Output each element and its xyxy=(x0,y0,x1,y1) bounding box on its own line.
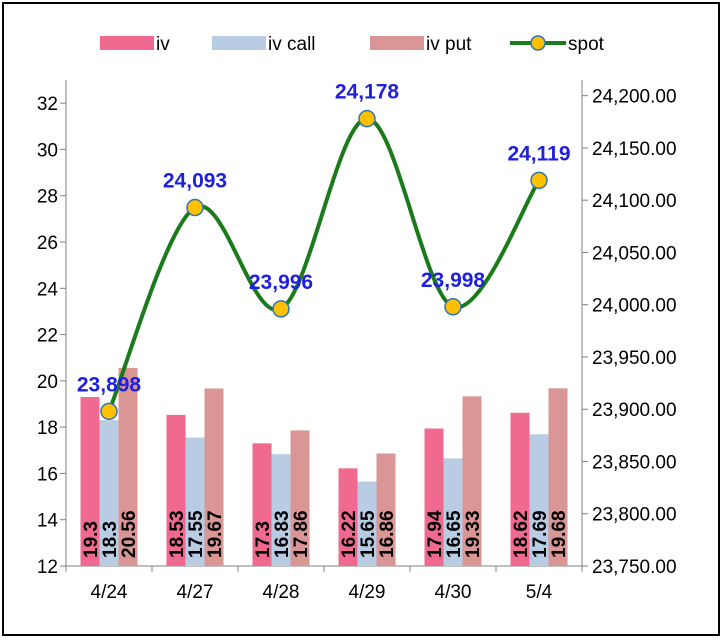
bar-data-label: 16.22 xyxy=(339,510,360,558)
legend-label: iv xyxy=(156,34,170,55)
x-tick-label: 4/27 xyxy=(177,582,214,603)
y-left-tick-label: 14 xyxy=(37,511,59,532)
bar-iv-call xyxy=(185,437,205,566)
bar-data-label: 17.3 xyxy=(253,521,274,558)
spot-point xyxy=(186,198,204,217)
y-right-tick-label: 23,950.00 xyxy=(592,348,677,369)
bar-iv-call xyxy=(443,458,463,566)
legend-label: spot xyxy=(568,34,605,55)
bar-iv-put xyxy=(548,388,568,566)
y-left-tick-label: 16 xyxy=(37,464,58,485)
bar-iv-put xyxy=(376,453,396,566)
y-left-tick-label: 20 xyxy=(37,372,58,393)
legend-swatch-iv-call xyxy=(212,36,266,50)
y-left-tick-label: 26 xyxy=(37,233,58,254)
y-left-tick-label: 30 xyxy=(37,140,58,161)
bar-data-label: 17.94 xyxy=(425,510,446,558)
bar-iv-put xyxy=(204,388,224,566)
y-right-tick-label: 24,050.00 xyxy=(592,243,677,264)
spot-point xyxy=(100,402,118,421)
bar-data-label: 19.33 xyxy=(463,510,484,558)
bar-data-label: 16.86 xyxy=(377,510,398,558)
y-left-tick-label: 28 xyxy=(37,187,58,208)
bar-data-label: 15.65 xyxy=(358,510,379,558)
bar-data-label: 17.86 xyxy=(291,510,312,558)
bar-data-label: 17.55 xyxy=(186,510,207,558)
bar-data-label: 18.3 xyxy=(100,521,121,558)
bar-iv-call xyxy=(271,454,291,566)
x-tick-label: 5/4 xyxy=(526,582,553,603)
bar-data-label: 16.65 xyxy=(444,510,465,558)
bar-iv xyxy=(80,397,100,566)
bar-data-label: 18.62 xyxy=(511,510,532,558)
spot-data-label: 23,996 xyxy=(249,271,313,294)
x-tick-label: 4/30 xyxy=(435,582,472,603)
bar-data-label: 17.69 xyxy=(530,510,551,558)
legend-swatch-iv xyxy=(100,36,154,50)
x-tick-label: 4/24 xyxy=(91,582,128,603)
y-right-tick-label: 24,100.00 xyxy=(592,191,677,212)
y-left-tick-label: 32 xyxy=(37,94,58,115)
bar-data-label: 16.83 xyxy=(272,510,293,558)
bar-iv xyxy=(424,428,444,566)
y-right-tick-label: 23,850.00 xyxy=(592,452,677,473)
y-right-tick-label: 24,200.00 xyxy=(592,87,677,108)
bar-iv-put xyxy=(290,430,310,566)
bar-data-label: 19.67 xyxy=(205,510,226,558)
spot-data-label: 23,998 xyxy=(421,269,486,292)
y-right-tick-label: 23,750.00 xyxy=(592,557,677,578)
bar-data-label: 19.3 xyxy=(81,521,102,558)
y-right-tick-label: 24,150.00 xyxy=(592,139,677,160)
legend-swatch-spot-marker xyxy=(530,35,546,51)
bar-iv xyxy=(166,414,186,566)
legend-swatch-iv-put xyxy=(370,36,424,50)
y-left-tick-label: 24 xyxy=(37,279,59,300)
bar-iv xyxy=(252,443,272,566)
spot-point xyxy=(272,300,290,318)
spot-point xyxy=(530,171,548,190)
legend-label: iv call xyxy=(268,34,316,55)
y-left-tick-label: 22 xyxy=(37,326,58,347)
x-tick-label: 4/28 xyxy=(263,582,300,603)
spot-data-label: 24,119 xyxy=(507,142,570,165)
spot-point xyxy=(444,298,462,316)
bar-iv xyxy=(338,468,358,566)
spot-point xyxy=(358,109,376,128)
bar-iv-call xyxy=(99,420,119,566)
spot-data-label: 23,898 xyxy=(77,373,142,396)
legend-label: iv put xyxy=(426,34,472,55)
bar-iv-put xyxy=(118,367,138,566)
bar-iv-put xyxy=(462,396,482,566)
y-right-tick-label: 23,800.00 xyxy=(592,505,677,526)
bar-data-label: 18.53 xyxy=(167,510,188,558)
spot-data-label: 24,178 xyxy=(335,81,400,104)
bar-data-label: 19.68 xyxy=(549,510,570,558)
spot-line xyxy=(107,116,541,413)
x-tick-label: 4/29 xyxy=(349,582,386,603)
y-right-tick-label: 23,900.00 xyxy=(592,400,677,421)
y-left-tick-label: 18 xyxy=(37,418,58,439)
bar-iv-call xyxy=(529,434,549,566)
bar-iv-call xyxy=(357,481,377,566)
y-right-tick-label: 24,000.00 xyxy=(592,296,677,317)
y-left-tick-label: 12 xyxy=(37,557,58,578)
bar-data-label: 20.56 xyxy=(119,510,140,558)
bar-iv xyxy=(510,412,530,566)
spot-data-label: 24,093 xyxy=(163,170,227,193)
